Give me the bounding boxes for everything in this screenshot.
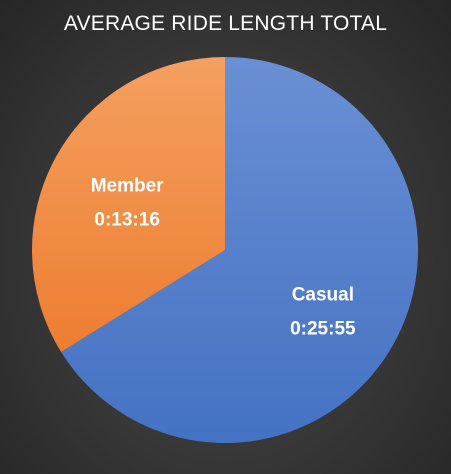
chart-title: AVERAGE RIDE LENGTH TOTAL [63, 12, 388, 35]
pie-slice-casual [61, 57, 419, 443]
slice-label-member: Member [91, 176, 164, 197]
slice-value-member: 0:13:16 [94, 210, 160, 231]
pie-slice-member [31, 57, 225, 352]
pie-slices [31, 57, 419, 443]
pie-labels: Casual 0:25:55 Member 0:13:16 [91, 176, 356, 340]
slice-label-casual: Casual [292, 284, 354, 305]
slice-value-casual: 0:25:55 [290, 318, 356, 339]
